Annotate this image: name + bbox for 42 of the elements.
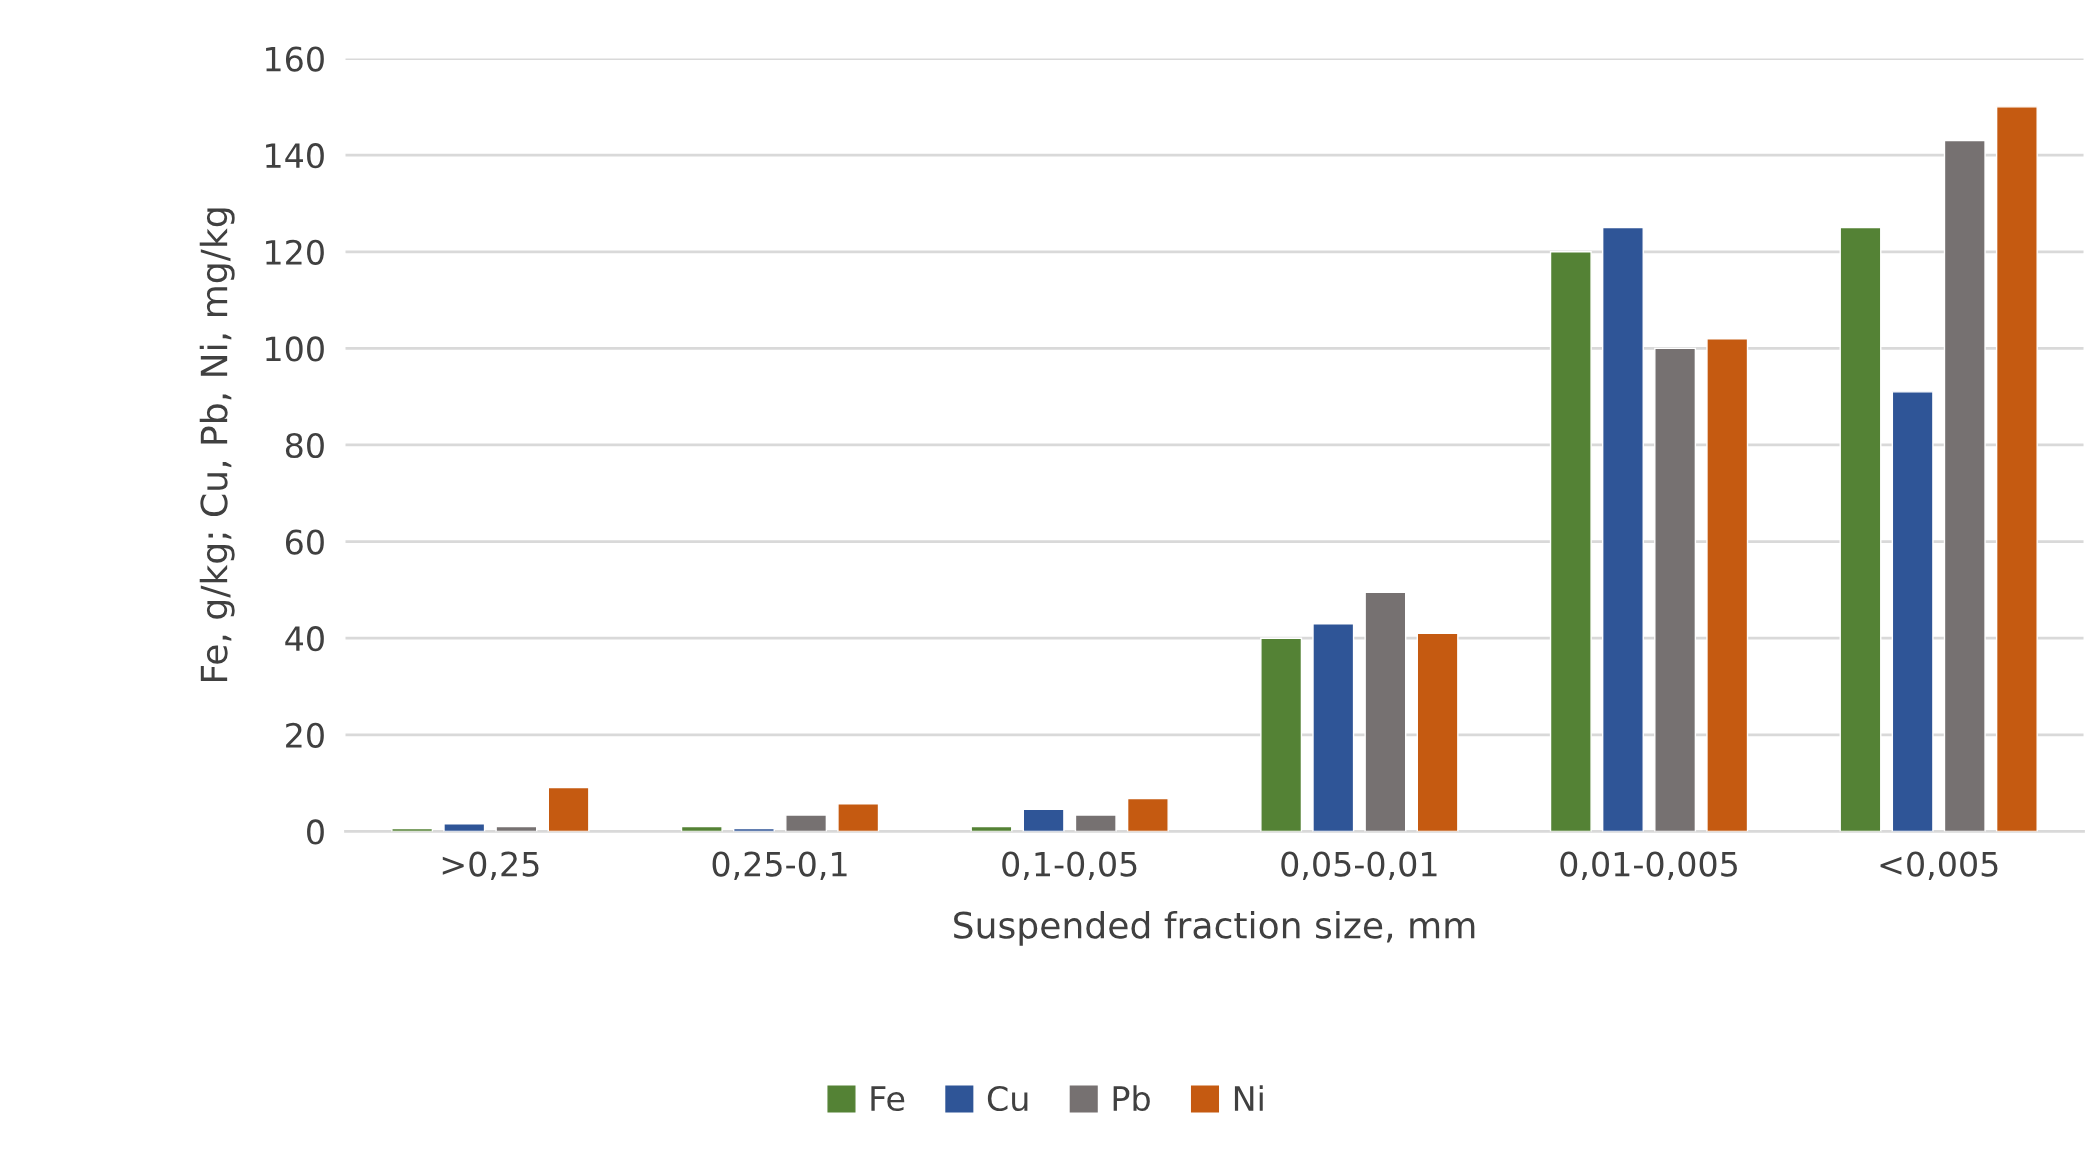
bar <box>443 822 486 832</box>
legend-label: Pb <box>1113 1085 1150 1112</box>
x-tick-label: 0,01-0,005 <box>1560 851 1737 881</box>
bar <box>1839 226 1882 832</box>
bar <box>1891 391 1934 832</box>
y-tick-label: 160 <box>266 46 324 72</box>
bar <box>837 803 880 832</box>
bar <box>1260 637 1303 832</box>
bar <box>1022 808 1065 832</box>
bar <box>1126 797 1169 832</box>
y-tick-label: 20 <box>286 722 324 748</box>
x-tick-label: 0,25-0,1 <box>712 851 847 881</box>
x-axis-title: Suspended fraction size, mm <box>954 910 1475 946</box>
bar <box>495 825 538 832</box>
y-tick-label: 0 <box>307 819 324 845</box>
y-tick-label: 100 <box>266 336 324 362</box>
bar <box>1416 632 1459 832</box>
bar <box>1549 251 1592 832</box>
y-tick-label: 120 <box>266 239 324 265</box>
bar <box>785 814 828 832</box>
bar <box>1943 139 1986 832</box>
x-tick-label: 0,05-0,01 <box>1281 851 1437 881</box>
x-tick-label: <0,005 <box>1880 851 1998 881</box>
bar <box>680 825 723 832</box>
bar <box>1312 623 1355 832</box>
x-tick-label: >0,25 <box>442 851 539 881</box>
y-tick-label: 40 <box>285 626 324 652</box>
bar <box>547 786 590 832</box>
x-tick-label: 0,1-0,05 <box>1002 851 1137 881</box>
bar <box>1364 591 1407 832</box>
y-axis-title: Fe, g/kg; Cu, Pb, Ni, mg/kg <box>199 208 235 682</box>
y-tick-label: 140 <box>266 143 324 169</box>
y-tick-label: 60 <box>285 529 324 555</box>
y-tick-label: 80 <box>285 432 324 459</box>
legend-label: Cu <box>987 1085 1028 1112</box>
legend-label: Fe <box>871 1086 905 1112</box>
bar <box>1074 814 1117 832</box>
bar <box>1601 226 1644 832</box>
bar <box>1654 347 1697 832</box>
bar <box>1706 338 1749 832</box>
bar <box>1995 106 2038 832</box>
legend-label: Ni <box>1234 1085 1263 1111</box>
